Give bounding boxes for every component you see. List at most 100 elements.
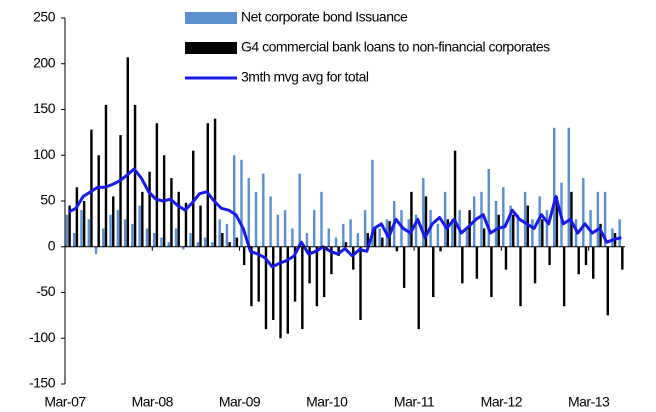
bar [371,159,374,247]
bar [363,210,367,247]
bar [582,178,585,247]
bar [327,228,330,247]
bar [487,168,490,247]
y-tick-label: 250 [33,9,56,25]
bar [87,219,90,247]
bar [504,246,508,270]
bar [414,214,418,247]
bar [596,191,600,247]
bar [102,228,105,247]
bar [555,196,559,247]
bar [356,233,360,247]
bar [494,201,498,247]
x-tick-label: Mar-11 [394,394,435,410]
bar [322,246,326,298]
y-tick-label: 50 [40,192,55,208]
bar [228,242,231,247]
y-tick-label: 150 [33,100,56,116]
y-tick-label: 100 [33,146,56,162]
bar [443,191,447,247]
bar [153,233,156,247]
bar [373,228,377,247]
bar [349,219,352,247]
bar [545,210,549,247]
bar [451,219,454,247]
bar [308,246,311,284]
bar [567,127,570,247]
x-tick-label: Mar-07 [44,394,86,410]
bar [378,228,381,247]
bar [366,233,369,247]
bar [320,191,323,247]
bar [417,246,420,330]
bar [177,191,180,247]
bar [286,246,289,334]
bar [112,196,115,247]
legend-label: G4 commercial bank loans to non-financia… [241,39,550,55]
y-tick-label: 200 [33,54,56,70]
bar [509,205,512,247]
bar [272,246,275,320]
bar [531,219,534,247]
bar [533,246,537,284]
bar [293,246,297,302]
bar [213,118,217,247]
bar [599,223,602,247]
bar [269,196,272,247]
bar [145,228,149,247]
bar [475,246,479,279]
bar [611,228,614,247]
bar [592,246,595,279]
bar [155,123,159,247]
bar [446,219,449,247]
bar [381,237,384,247]
bar [562,246,566,307]
legend-label: Net corporate bond Issuance [241,9,408,25]
legend-label: 3mth mvg avg for total [241,69,369,85]
bar [313,210,316,247]
bar [189,233,192,247]
bar [254,191,258,247]
bar [410,191,413,247]
x-tick-label: Mar-12 [481,394,523,410]
line-series [67,167,622,269]
y-tick-label: -50 [36,283,55,299]
bar [97,155,100,247]
bar [395,246,399,252]
bar [337,246,340,256]
bar [548,246,551,266]
bar [453,150,457,247]
bar [439,246,442,252]
bar [90,129,93,247]
bar [402,246,406,288]
bar [126,57,129,247]
bar [468,210,471,247]
y-tick-label: -150 [29,375,56,391]
bar [334,237,338,247]
bar [359,246,362,320]
bar [131,223,134,247]
bar [330,246,333,275]
bar [196,242,200,247]
bar [192,150,195,247]
bar [603,191,607,247]
bar [109,214,112,247]
bar [305,233,309,247]
bar [242,246,246,266]
x-tick-label: Mar-08 [132,394,174,410]
bar [211,242,214,247]
bar [283,210,287,247]
bar [523,191,527,247]
bar [80,210,83,247]
bar [502,187,505,247]
bar [184,202,188,247]
bar [167,242,170,247]
y-tick-label: 0 [48,237,56,253]
bar [621,246,624,270]
bar [174,228,178,247]
bar [68,205,71,247]
bar [82,201,86,247]
bar [516,214,520,247]
x-tick-label: Mar-13 [568,394,610,410]
